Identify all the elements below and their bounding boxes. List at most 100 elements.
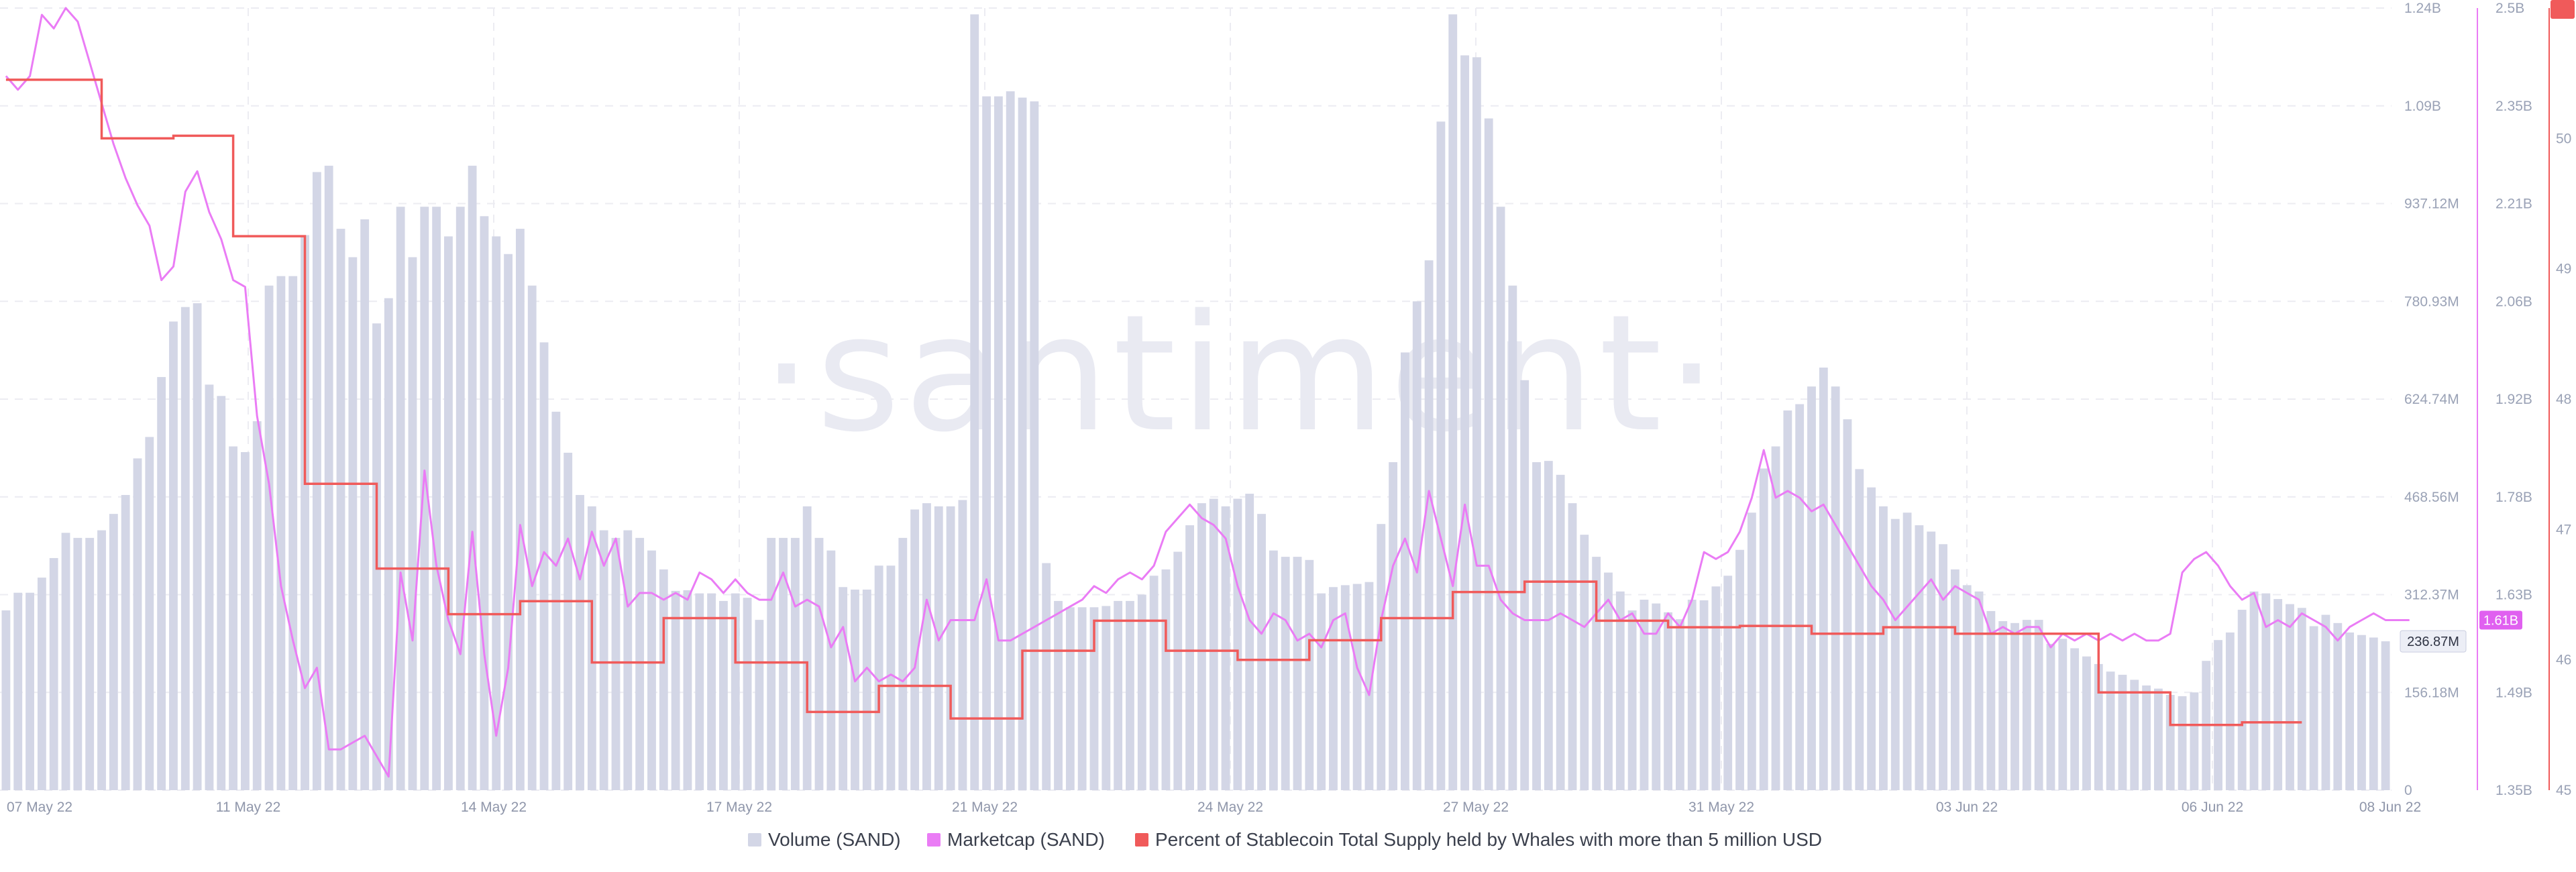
volume-bar <box>1305 559 1314 790</box>
volume-bar <box>1855 469 1864 790</box>
volume-bar <box>755 620 764 790</box>
percent-axis-tick: 45 <box>2556 783 2571 798</box>
volume-bar <box>2070 648 2080 790</box>
volume-bar <box>1927 531 1936 790</box>
volume-bar <box>2237 610 2247 790</box>
legend-swatch <box>748 833 761 847</box>
volume-bar <box>157 377 166 790</box>
x-axis-tick: 31 May 22 <box>1688 800 1754 815</box>
volume-bar <box>671 590 680 790</box>
marketcap-current-badge <box>2479 610 2522 630</box>
volume-bar <box>2118 674 2127 790</box>
volume-bar <box>767 537 776 790</box>
volume-bar <box>324 166 333 791</box>
legend-item[interactable]: Volume (SAND) <box>748 829 901 850</box>
volume-bar <box>1939 544 1947 790</box>
marketcap-axis-tick: 2.21B <box>2496 197 2532 212</box>
volume-bar <box>2273 599 2283 790</box>
volume-bar <box>396 207 405 790</box>
volume-bar <box>934 506 943 790</box>
watermark: ·santiment· <box>761 280 1721 468</box>
marketcap-axis-tick: 1.49B <box>2496 685 2532 700</box>
volume-bar <box>288 276 298 790</box>
marketcap-axis-tick: 1.35B <box>2496 783 2532 798</box>
volume-bar <box>779 537 788 790</box>
volume-bar <box>539 342 549 790</box>
volume-bar <box>1747 512 1756 790</box>
volume-bar <box>1723 576 1733 790</box>
volume-bar <box>1089 607 1099 790</box>
volume-bar <box>2214 640 2222 790</box>
volume-bar <box>2130 679 2139 790</box>
volume-bar <box>1664 612 1673 790</box>
volume-axis-tick: 468.56M <box>2404 490 2459 505</box>
volume-bar <box>492 236 501 791</box>
volume-bar <box>1879 506 1888 790</box>
volume-bar <box>2178 696 2187 790</box>
volume-bar <box>2297 608 2306 790</box>
volume-bar <box>576 494 584 790</box>
legend-item[interactable]: Percent of Stablecoin Total Supply held … <box>1135 829 1822 850</box>
volume-bar <box>180 307 190 790</box>
volume-axis-tick: 312.37M <box>2404 588 2459 603</box>
volume-bar <box>229 446 238 790</box>
volume-bar <box>384 298 393 790</box>
volume-bar <box>121 494 130 790</box>
volume-bar <box>1640 600 1649 790</box>
volume-bar <box>623 530 633 790</box>
volume-bar <box>970 14 979 791</box>
volume-bar <box>1867 487 1876 790</box>
volume-bar <box>1532 462 1541 790</box>
volume-bar <box>2333 622 2343 790</box>
volume-bar <box>1364 582 1374 790</box>
volume-bar <box>49 557 58 790</box>
volume-bar <box>1065 607 1075 790</box>
volume-bar <box>683 590 692 790</box>
volume-bar <box>1831 386 1840 790</box>
volume-bar <box>1137 594 1146 790</box>
volume-bar <box>432 207 441 790</box>
legend-swatch <box>1135 833 1148 847</box>
volume-bar <box>1412 301 1421 790</box>
volume-bar <box>1257 514 1266 790</box>
legend[interactable]: Volume (SAND) Marketcap (SAND) Percent of … <box>748 829 1822 850</box>
marketcap-current-label: 1.61B <box>2483 614 2518 629</box>
volume-bar <box>2225 632 2235 790</box>
volume-bar <box>1783 410 1792 790</box>
volume-bar <box>718 600 728 790</box>
volume-bar <box>1711 586 1721 790</box>
volume-bar <box>1054 600 1063 790</box>
legend-item[interactable]: Marketcap (SAND) <box>927 829 1105 850</box>
volume-bar <box>240 451 250 790</box>
volume-axis-tick: 937.12M <box>2404 197 2459 212</box>
volume-bar <box>360 219 370 790</box>
volume-bar <box>109 514 118 790</box>
volume-bar <box>336 229 345 790</box>
volume-bar <box>276 276 286 790</box>
volume-bar <box>1293 557 1302 790</box>
x-axis-tick: 17 May 22 <box>706 800 772 815</box>
volume-bar <box>2345 632 2355 790</box>
volume-bar <box>599 530 608 790</box>
volume-bar <box>1974 591 1984 790</box>
volume-bar <box>1149 576 1159 790</box>
x-axis-tick: 06 Jun 22 <box>2182 800 2243 815</box>
volume-bar <box>1508 285 1517 790</box>
volume-bar <box>1233 498 1242 790</box>
volume-bar <box>826 550 836 790</box>
volume-bar <box>145 437 154 790</box>
percent-axis-tick: 46 <box>2556 653 2571 668</box>
legend-label: Marketcap (SAND) <box>947 829 1105 850</box>
volume-bar <box>743 598 752 790</box>
volume-bar <box>1890 519 1900 790</box>
volume-axis-tick: 1.09B <box>2404 99 2441 114</box>
volume-bar <box>1030 101 1039 791</box>
volume-bar <box>504 254 513 790</box>
volume-bar <box>205 384 214 790</box>
volume-bar <box>515 229 525 790</box>
volume-axis-tick: 0 <box>2404 783 2412 798</box>
volume-bar <box>2321 614 2330 790</box>
volume-bar <box>1962 585 1972 790</box>
volume-bar <box>1615 591 1625 790</box>
